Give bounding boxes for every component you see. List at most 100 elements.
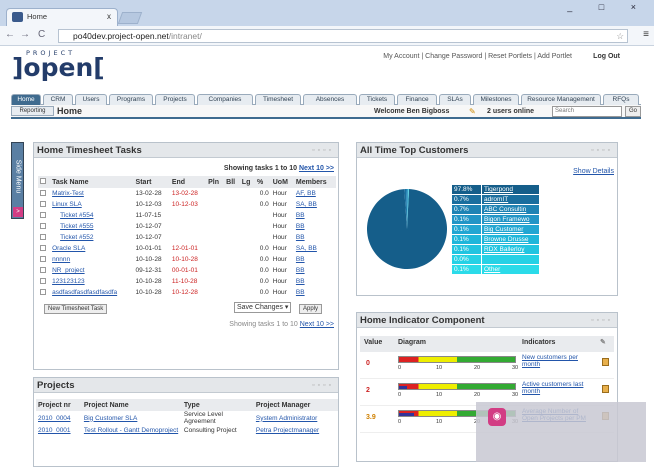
edit-icon[interactable]: ✎ (600, 339, 606, 346)
row-select[interactable] (38, 276, 50, 287)
portlet-controls[interactable]: ▫▫▫▫ (591, 147, 613, 154)
task-name-link[interactable]: Linux SLA (52, 201, 82, 208)
project-name-link[interactable]: Big Customer SLA (83, 414, 138, 422)
tab-resource-management[interactable]: Resource Management (521, 94, 601, 105)
legend-customer-link[interactable] (481, 254, 540, 265)
project-name-link[interactable] (82, 436, 182, 447)
select-all-header[interactable] (38, 176, 51, 188)
new-tab-button[interactable] (117, 12, 143, 24)
tab-rfqs[interactable]: RFQs (603, 94, 639, 105)
task-members[interactable]: BB (295, 278, 305, 285)
tab-tickets[interactable]: Tickets (359, 94, 395, 105)
browser-tab[interactable]: Home x (6, 8, 118, 26)
logout-link[interactable]: Log Out (593, 53, 620, 60)
checkbox[interactable] (40, 211, 46, 218)
checkbox[interactable] (40, 255, 46, 262)
task-name-link[interactable]: Oracle SLA (52, 245, 86, 252)
legend-customer-link[interactable]: adromIT (481, 194, 540, 205)
project-manager-link[interactable] (254, 436, 338, 447)
forward-icon[interactable]: → (20, 29, 30, 40)
checkbox[interactable] (40, 288, 46, 295)
tab-crm[interactable]: CRM (43, 94, 73, 105)
checkbox[interactable] (40, 277, 46, 284)
tab-absences[interactable]: Absences (303, 94, 357, 105)
url-field[interactable]: po40dev.project-open.net/intranet/ ☆ (58, 29, 628, 43)
browser-menu-icon[interactable]: ≡ (643, 29, 649, 40)
task-members[interactable]: BB (295, 289, 305, 296)
search-input[interactable]: Search (552, 106, 622, 117)
task-name-link[interactable]: Ticket #555 (60, 223, 94, 230)
task-name-link[interactable]: nnnnn (52, 256, 71, 263)
task-name-link[interactable]: Ticket #552 (60, 234, 94, 241)
legend-customer-link[interactable]: Other (481, 264, 540, 275)
lock-icon[interactable] (602, 358, 609, 366)
row-select[interactable] (38, 254, 50, 265)
indicator-label-link[interactable]: Active customers last month (522, 381, 584, 395)
task-members[interactable]: BB (295, 223, 305, 230)
task-members[interactable]: SA, BB (295, 245, 317, 252)
task-members[interactable]: BB (295, 256, 305, 263)
tab-milestones[interactable]: Milestones (473, 94, 519, 105)
tab-projects[interactable]: Projects (155, 94, 195, 105)
project-name-link[interactable]: Test Rollout - Gantt Demoproject (83, 427, 179, 434)
star-icon[interactable]: ☆ (616, 31, 624, 41)
users-online[interactable]: 2 users online (487, 108, 535, 115)
project-nr-link[interactable]: 2010_0001 (38, 427, 71, 434)
legend-customer-link[interactable]: RDX Ballerloy (481, 244, 540, 255)
tab-home[interactable]: Home (11, 94, 41, 105)
project-manager-link[interactable]: Petra Projectmanager (255, 427, 320, 434)
task-name-link[interactable]: NR_project (52, 267, 85, 274)
reload-icon[interactable]: C (38, 29, 46, 40)
checkbox[interactable] (40, 189, 46, 196)
task-members[interactable]: BB (295, 212, 305, 219)
tab-finance[interactable]: Finance (397, 94, 437, 105)
go-button[interactable]: Go (625, 106, 641, 117)
legend-customer-link[interactable]: Bigon Framewo (481, 214, 540, 225)
row-select[interactable] (38, 287, 50, 298)
checkbox[interactable] (40, 266, 46, 273)
window-controls[interactable]: _ □ × (567, 2, 648, 12)
task-name-link[interactable]: Matrix-Test (52, 190, 84, 197)
task-name-link[interactable]: Ticket #554 (60, 212, 94, 219)
portlet-controls[interactable]: ▫▫▫▫ (312, 147, 334, 154)
tab-close-icon[interactable]: x (107, 12, 111, 21)
back-icon[interactable]: ← (5, 29, 15, 40)
portlet-controls[interactable]: ▫▫▫▫ (591, 317, 613, 324)
indicator-label-link[interactable]: New customers per month (522, 354, 578, 368)
task-members[interactable]: BB (295, 267, 305, 274)
checkbox[interactable] (40, 244, 46, 251)
task-name-link[interactable]: 123123123 (52, 278, 85, 285)
tab-slas[interactable]: SLAs (439, 94, 471, 105)
lock-icon[interactable] (602, 385, 609, 393)
new-timesheet-task-button[interactable]: New Timesheet Task (44, 304, 108, 314)
legend-customer-link[interactable]: ABC Consultin (481, 204, 540, 215)
save-changes-select[interactable]: Save Changes ▾ (234, 302, 292, 313)
row-select[interactable] (38, 210, 50, 221)
apply-button[interactable]: Apply (299, 304, 323, 314)
tab-users[interactable]: Users (75, 94, 107, 105)
legend-customer-link[interactable]: Big Customer (481, 224, 540, 235)
checkbox[interactable] (40, 222, 46, 229)
legend-customer-link[interactable]: Tigerpond (481, 184, 540, 195)
checkbox[interactable] (40, 200, 46, 207)
task-name-link[interactable]: asdfasdfasdfasdfasdfa (52, 289, 118, 296)
row-select[interactable] (38, 232, 50, 243)
task-members[interactable]: AF, BB (295, 190, 316, 197)
tab-programs[interactable]: Programs (109, 94, 153, 105)
next-link-bottom[interactable]: Next 10 >> (299, 321, 334, 328)
side-menu-arrow-icon[interactable]: > (13, 207, 23, 217)
project-nr-link[interactable]: 2010_0004 (38, 414, 71, 422)
task-members[interactable]: SA, BB (295, 201, 317, 208)
legend-customer-link[interactable]: Browne Drusse (481, 234, 540, 245)
overlay-icon[interactable]: ◉ (488, 408, 506, 426)
header-links[interactable]: My Account | Change Password | Reset Por… (383, 53, 572, 60)
tab-timesheet[interactable]: Timesheet (255, 94, 301, 105)
row-select[interactable] (38, 199, 50, 210)
next-link[interactable]: Next 10 >> (298, 165, 334, 172)
row-select[interactable] (38, 265, 50, 276)
task-members[interactable]: BB (295, 234, 305, 241)
project-manager-link[interactable]: System Administrator (255, 414, 318, 422)
row-select[interactable] (38, 243, 50, 254)
row-select[interactable] (38, 188, 50, 199)
side-menu-toggle[interactable]: Side Menu > (11, 142, 24, 219)
